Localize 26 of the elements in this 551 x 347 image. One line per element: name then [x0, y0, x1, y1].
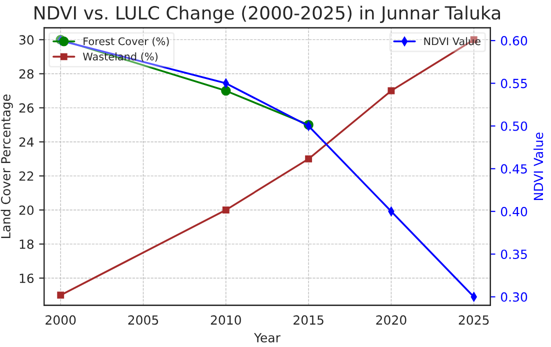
y-tick-label: 16 [20, 274, 34, 284]
y2-tick-label: 0.55 [500, 78, 527, 88]
y2-tick-label: 0.40 [500, 206, 528, 216]
y-tick-label: 22 [19, 171, 34, 181]
y-tick-label: 30 [19, 35, 34, 45]
y-tick-label: 18 [20, 240, 34, 249]
y2-tick-label: 0.45 [500, 164, 527, 174]
y-tick-label: 24 [19, 137, 34, 147]
legend-label: Forest Cover (%) [84, 37, 169, 46]
x-tick-label: 2020 [376, 315, 406, 325]
x-axis-title: Year [254, 333, 280, 342]
y2-tick-label: 0.30 [500, 292, 528, 302]
y-tick-label: 20 [19, 205, 34, 215]
x-tick-label: 2005 [128, 315, 158, 325]
y2-tick-label: 0.60 [500, 36, 528, 46]
x-tick-label: 2025 [458, 315, 489, 325]
y2-tick-label: 0.50 [500, 121, 528, 131]
y2-tick-label: 0.35 [500, 250, 527, 260]
y-tick-label: 28 [19, 69, 34, 79]
y-tick-label: 26 [19, 103, 34, 113]
y-axis-title: Land Cover Percentage [0, 94, 13, 238]
x-tick-label: 2010 [210, 315, 241, 325]
x-tick-label: 2015 [294, 315, 324, 325]
y2-axis-title: NDVI Value [534, 132, 544, 200]
x-tick-label: 2000 [46, 315, 76, 325]
chart-title: NDVI vs. LULC Change (2000-2025) in Junnar Taluka [34, 6, 500, 24]
